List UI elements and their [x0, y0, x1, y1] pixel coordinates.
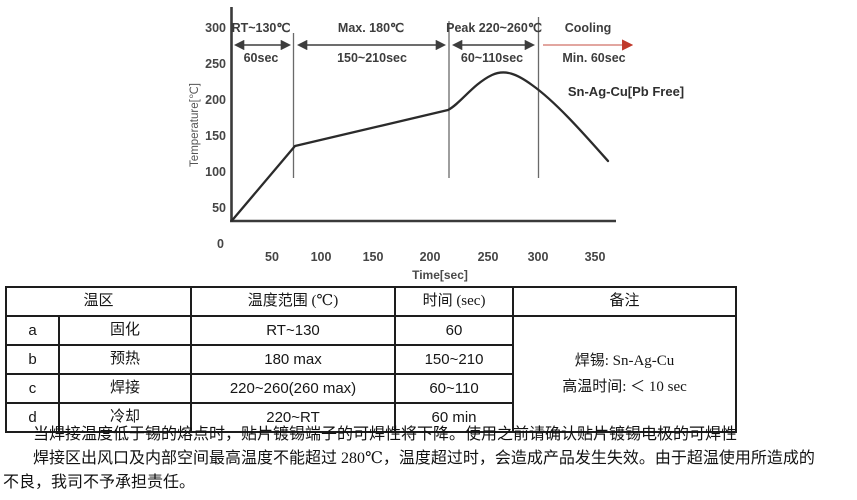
zone1-temp-label: RT~130℃: [232, 21, 291, 35]
footnote-line-2: 焊接区出风口及内部空间最高温度不能超过 280℃，温度超过时，会造成产品发生失效…: [33, 450, 815, 467]
remark-solder-alloy: 焊锡: Sn-Ag-Cu: [574, 353, 675, 369]
zone3-temp-label: Peak 220~260℃: [446, 21, 542, 35]
x-axis-label: Time[sec]: [412, 268, 468, 282]
table-row-b: b 预热 180 max 150~210: [5, 344, 736, 375]
y-tick-250: 250: [205, 57, 226, 71]
header-time: 时间 (sec): [394, 286, 515, 317]
zone2-temp-label: Max. 180℃: [338, 21, 404, 35]
row-b-zone: 预热: [57, 344, 193, 375]
x-tick-200: 200: [420, 250, 441, 264]
x-tick-50: 50: [265, 250, 279, 264]
remark-high-temp-time: 高温时间: ＜ 10 sec: [562, 379, 687, 395]
x-tick-250: 250: [478, 250, 499, 264]
row-a-time: 60: [394, 315, 515, 346]
zone2-duration-label: 150~210sec: [337, 51, 407, 65]
y-axis-label: Temperature[℃]: [189, 83, 201, 167]
row-a-range: RT~130: [190, 315, 397, 346]
footnotes: 当焊接温度低于锡的熔点时，贴片镀锡端子的可焊性将下降。使用之前请确认贴片镀锡电极…: [3, 423, 855, 495]
row-d-time: 60 min: [394, 402, 515, 433]
alloy-label: Sn-Ag-Cu[Pb Free]: [568, 84, 684, 99]
y-tick-100: 100: [205, 165, 226, 179]
row-a-zone: 固化: [57, 315, 193, 346]
temperature-profile-curve: [230, 71, 610, 222]
zone4-cooling-label: Cooling: [565, 21, 612, 35]
x-tick-100: 100: [311, 250, 332, 264]
footnote-line-3: 不良，我司不予承担责任。: [3, 474, 196, 491]
header-remark: 备注: [512, 286, 738, 317]
table-row-a: a 固化 RT~130 60 焊锡: Sn-Ag-Cu 高温时间: ＜ 10 s…: [5, 315, 738, 433]
header-temp-range: 温度范围 (℃): [190, 286, 397, 317]
row-b-range: 180 max: [190, 344, 397, 375]
row-b-key: b: [5, 344, 60, 375]
y-tick-150: 150: [205, 129, 226, 143]
y-tick-0: 0: [217, 237, 224, 251]
zone1-duration-label: 60sec: [244, 51, 279, 65]
x-tick-350: 350: [585, 250, 606, 264]
soldering-condition-table: 温区 温度范围 (℃) 时间 (sec) 备注 a 固化 RT~130 60 焊…: [4, 286, 738, 433]
zone4-duration-label: Min. 60sec: [562, 51, 625, 65]
y-tick-200: 200: [205, 93, 226, 107]
row-d-key: d: [5, 402, 60, 433]
row-d-zone: 冷却: [57, 402, 193, 433]
row-c-zone: 焊接: [57, 373, 193, 404]
reflow-profile-chart: Temperature[℃] 300 250 200 150 100 50 0 …: [189, 7, 684, 282]
zone3-duration-label: 60~110sec: [461, 51, 523, 65]
y-tick-300: 300: [205, 21, 226, 35]
x-tick-150: 150: [363, 250, 384, 264]
table-row-d: d 冷却 220~RT 60 min: [5, 402, 736, 433]
y-tick-50: 50: [212, 201, 226, 215]
table-header-row: 温区 温度范围 (℃) 时间 (sec) 备注: [4, 286, 738, 317]
header-zone: 温区: [4, 286, 193, 317]
row-d-range: 220~RT: [190, 402, 397, 433]
row-a-key: a: [5, 315, 60, 346]
row-c-range: 220~260(260 max): [190, 373, 397, 404]
x-tick-300: 300: [528, 250, 549, 264]
row-c-key: c: [5, 373, 60, 404]
row-b-time: 150~210: [394, 344, 515, 375]
table-row-c: c 焊接 220~260(260 max) 60~110: [5, 373, 736, 404]
remark-cell: 焊锡: Sn-Ag-Cu 高温时间: ＜ 10 sec: [512, 315, 738, 433]
footnote-line-1: 当焊接温度低于锡的熔点时，贴片镀锡端子的可焊性将下降。使用之前请确认贴片镀锡电极…: [33, 426, 738, 443]
row-c-time: 60~110: [394, 373, 515, 404]
